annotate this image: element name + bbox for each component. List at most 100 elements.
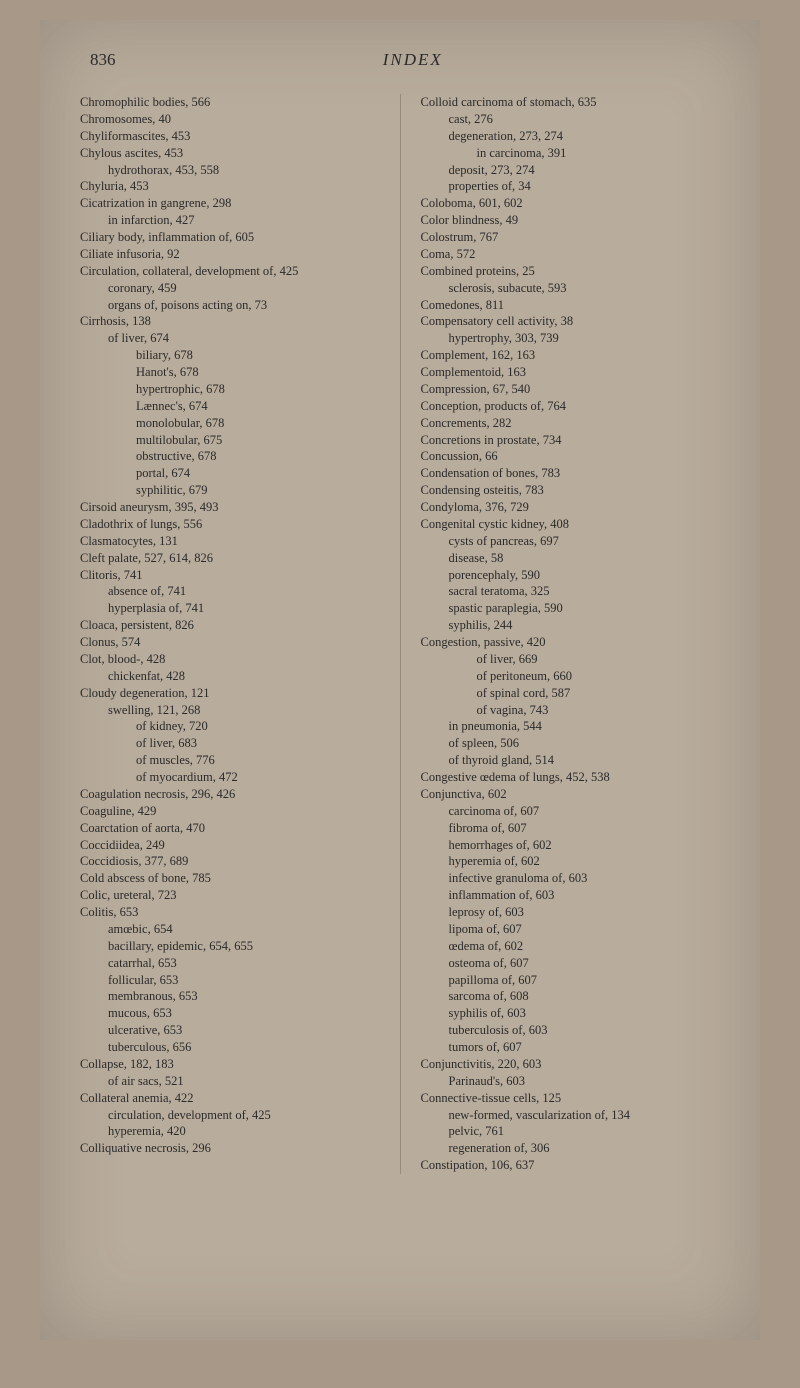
index-entry: Clot, blood-, 428 xyxy=(80,651,380,668)
index-entry: Chromophilic bodies, 566 xyxy=(80,94,380,111)
left-column: Chromophilic bodies, 566Chromosomes, 40 C… xyxy=(80,94,380,1174)
index-entry: Compensatory cell activity, 38 xyxy=(421,313,721,330)
index-entry: cast, 276 xyxy=(449,111,721,128)
index-entry: of spinal cord, 587 xyxy=(477,685,721,702)
index-entry: Coccidiosis, 377, 689 xyxy=(80,853,380,870)
index-entry: Coloboma, 601, 602 xyxy=(421,195,721,212)
index-columns: Chromophilic bodies, 566Chromosomes, 40 C… xyxy=(80,94,720,1174)
index-entry: absence of, 741 xyxy=(108,583,380,600)
index-entry: tuberculosis of, 603 xyxy=(449,1022,721,1039)
right-column: Colloid carcinoma of stomach, 635cast, 2… xyxy=(421,94,721,1174)
index-entry: Clitoris, 741 xyxy=(80,567,380,584)
index-entry: Concretions in prostate, 734 xyxy=(421,432,721,449)
index-entry: of liver, 683 xyxy=(136,735,380,752)
index-entry: of air sacs, 521 xyxy=(108,1073,380,1090)
index-entry: Cladothrix of lungs, 556 xyxy=(80,516,380,533)
index-entry: hypertrophic, 678 xyxy=(136,381,380,398)
index-entry: in infarction, 427 xyxy=(108,212,380,229)
index-entry: osteoma of, 607 xyxy=(449,955,721,972)
index-entry: sarcoma of, 608 xyxy=(449,988,721,1005)
index-entry: Colliquative necrosis, 296 xyxy=(80,1140,380,1157)
index-entry: Chromosomes, 40 xyxy=(80,111,380,128)
index-entry: of liver, 674 xyxy=(108,330,380,347)
index-entry: Comedones, 811 xyxy=(421,297,721,314)
index-entry: multilobular, 675 xyxy=(136,432,380,449)
index-entry: Coma, 572 xyxy=(421,246,721,263)
index-entry: Cicatrization in gangrene, 298 xyxy=(80,195,380,212)
index-entry: hydrothorax, 453, 558 xyxy=(108,162,380,179)
index-entry: disease, 58 xyxy=(449,550,721,567)
index-entry: in carcinoma, 391 xyxy=(477,145,721,162)
index-entry: Condensation of bones, 783 xyxy=(421,465,721,482)
index-entry: Ciliary body, inflammation of, 605 xyxy=(80,229,380,246)
index-entry: coronary, 459 xyxy=(108,280,380,297)
index-entry: Color blindness, 49 xyxy=(421,212,721,229)
index-entry: infective granuloma of, 603 xyxy=(449,870,721,887)
index-entry: properties of, 34 xyxy=(449,178,721,195)
index-entry: Conception, products of, 764 xyxy=(421,398,721,415)
index-entry: Parinaud's, 603 xyxy=(449,1073,721,1090)
index-entry: Complementoid, 163 xyxy=(421,364,721,381)
index-entry: Cloudy degeneration, 121 xyxy=(80,685,380,702)
index-entry: Complement, 162, 163 xyxy=(421,347,721,364)
index-entry: hyperemia, 420 xyxy=(108,1123,380,1140)
index-entry: organs of, poisons acting on, 73 xyxy=(108,297,380,314)
index-page: 836 INDEX Chromophilic bodies, 566Chromo… xyxy=(40,20,760,1340)
index-entry: Conjunctivitis, 220, 603 xyxy=(421,1056,721,1073)
index-entry: circulation, development of, 425 xyxy=(108,1107,380,1124)
index-entry: Conjunctiva, 602 xyxy=(421,786,721,803)
index-entry: Congestion, passive, 420 xyxy=(421,634,721,651)
index-entry: mucous, 653 xyxy=(108,1005,380,1022)
index-entry: of myocardium, 472 xyxy=(136,769,380,786)
index-entry: Chylous ascites, 453 xyxy=(80,145,380,162)
page-title: INDEX xyxy=(383,50,443,70)
index-entry: monolobular, 678 xyxy=(136,415,380,432)
index-entry: in pneumonia, 544 xyxy=(449,718,721,735)
index-entry: papilloma of, 607 xyxy=(449,972,721,989)
index-entry: follicular, 653 xyxy=(108,972,380,989)
index-entry: Constipation, 106, 637 xyxy=(421,1157,721,1174)
index-entry: Clonus, 574 xyxy=(80,634,380,651)
index-entry: obstructive, 678 xyxy=(136,448,380,465)
index-entry: Condensing osteitis, 783 xyxy=(421,482,721,499)
index-entry: fibroma of, 607 xyxy=(449,820,721,837)
page-number: 836 xyxy=(90,50,116,70)
index-entry: Cirrhosis, 138 xyxy=(80,313,380,330)
index-entry: regeneration of, 306 xyxy=(449,1140,721,1157)
index-entry: new-formed, vascularization of, 134 xyxy=(449,1107,721,1124)
index-entry: hypertrophy, 303, 739 xyxy=(449,330,721,347)
index-entry: Compression, 67, 540 xyxy=(421,381,721,398)
index-entry: Cloaca, persistent, 826 xyxy=(80,617,380,634)
index-entry: lipoma of, 607 xyxy=(449,921,721,938)
index-entry: of liver, 669 xyxy=(477,651,721,668)
index-entry: Ciliate infusoria, 92 xyxy=(80,246,380,263)
index-entry: chickenfat, 428 xyxy=(108,668,380,685)
index-entry: porencephaly, 590 xyxy=(449,567,721,584)
index-entry: deposit, 273, 274 xyxy=(449,162,721,179)
index-entry: hemorrhages of, 602 xyxy=(449,837,721,854)
index-entry: Cleft palate, 527, 614, 826 xyxy=(80,550,380,567)
index-entry: Colitis, 653 xyxy=(80,904,380,921)
index-entry: bacillary, epidemic, 654, 655 xyxy=(108,938,380,955)
index-entry: of muscles, 776 xyxy=(136,752,380,769)
index-entry: swelling, 121, 268 xyxy=(108,702,380,719)
page-header: 836 INDEX xyxy=(80,50,720,70)
index-entry: portal, 674 xyxy=(136,465,380,482)
index-entry: hyperemia of, 602 xyxy=(449,853,721,870)
index-entry: sclerosis, subacute, 593 xyxy=(449,280,721,297)
index-entry: Concussion, 66 xyxy=(421,448,721,465)
index-entry: Cold abscess of bone, 785 xyxy=(80,870,380,887)
index-entry: Combined proteins, 25 xyxy=(421,263,721,280)
index-entry: œdema of, 602 xyxy=(449,938,721,955)
index-entry: Concrements, 282 xyxy=(421,415,721,432)
index-entry: Colloid carcinoma of stomach, 635 xyxy=(421,94,721,111)
index-entry: Coagulation necrosis, 296, 426 xyxy=(80,786,380,803)
index-entry: Coarctation of aorta, 470 xyxy=(80,820,380,837)
index-entry: carcinoma of, 607 xyxy=(449,803,721,820)
index-entry: Colic, ureteral, 723 xyxy=(80,887,380,904)
index-entry: Collapse, 182, 183 xyxy=(80,1056,380,1073)
index-entry: Clasmatocytes, 131 xyxy=(80,533,380,550)
index-entry: Lænnec's, 674 xyxy=(136,398,380,415)
index-entry: Coaguline, 429 xyxy=(80,803,380,820)
index-entry: tumors of, 607 xyxy=(449,1039,721,1056)
